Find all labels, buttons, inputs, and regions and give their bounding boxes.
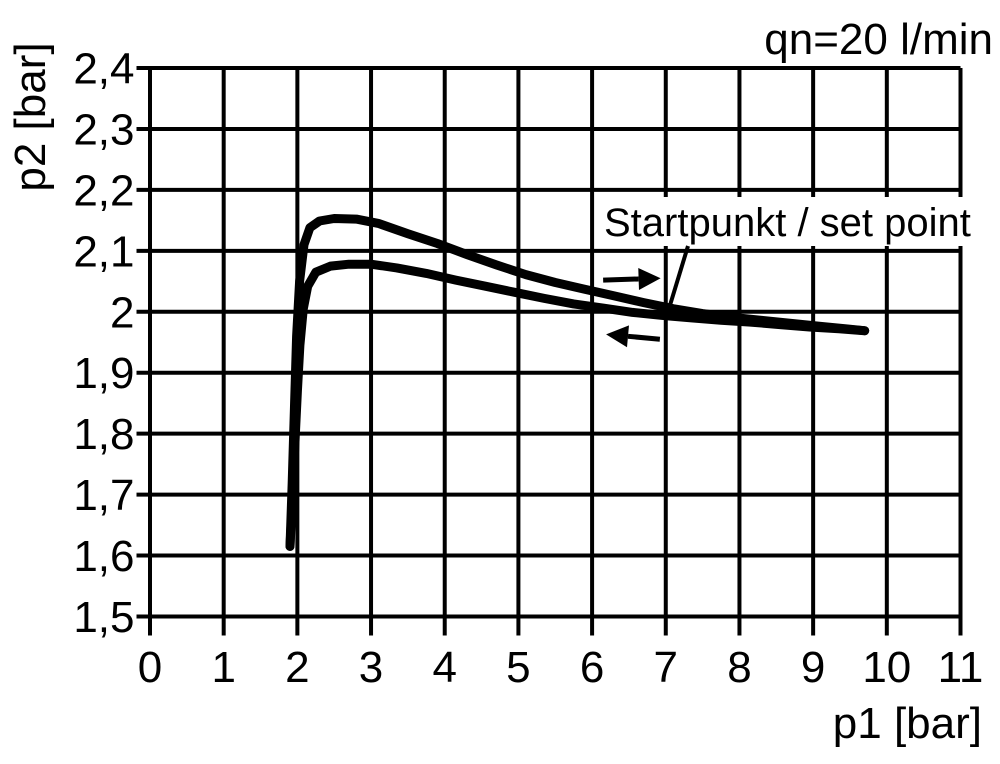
x-tick-label: 8 — [727, 643, 751, 692]
y-tick-label: 2,4 — [73, 45, 134, 94]
y-tick-label: 2,2 — [73, 166, 134, 215]
x-tick-label: 4 — [432, 643, 456, 692]
direction-arrows — [603, 267, 661, 348]
y-axis-label: p2 [bar] — [6, 42, 55, 191]
x-tick-label: 1 — [211, 643, 235, 692]
grid-lines — [136, 66, 963, 636]
annotation-background — [600, 197, 963, 246]
arrow-shaft-left — [627, 333, 661, 342]
x-tick-label: 11 — [938, 643, 984, 692]
arrowhead-right-icon — [638, 267, 661, 290]
x-tick-label: 3 — [359, 643, 383, 692]
chart-title: qn=20 l/min — [764, 15, 993, 64]
arrowhead-left-icon — [606, 325, 629, 348]
y-tick-label: 1,9 — [73, 349, 134, 398]
hysteresis-curves — [285, 214, 870, 551]
annotation-leader-line — [666, 245, 690, 313]
x-tick-label: 10 — [862, 643, 911, 692]
y-tick-label: 2,1 — [73, 227, 134, 276]
y-tick-label: 2 — [110, 288, 134, 337]
y-tick-label: 1,8 — [73, 410, 134, 459]
x-tick-label: 0 — [138, 643, 162, 692]
x-tick-label: 6 — [580, 643, 604, 692]
y-tick-label: 1,5 — [73, 593, 134, 642]
tick-labels: 2,42,32,22,121,91,81,71,61,50 1 2 3 4 5 6 7 8 9 10… — [73, 45, 983, 693]
curve-lower-branch — [285, 259, 870, 551]
y-tick-label: 1,6 — [73, 532, 134, 581]
x-tick-label: 5 — [506, 643, 530, 692]
x-tick-label: 2 — [285, 643, 309, 692]
arrow-shaft-right — [603, 276, 639, 283]
y-tick-label: 2,3 — [73, 105, 134, 154]
x-tick-label: 9 — [801, 643, 825, 692]
set-point-annotation: Startpunkt / set point — [604, 201, 971, 245]
y-tick-label: 1,7 — [73, 471, 134, 520]
x-tick-label: 7 — [654, 643, 678, 692]
x-axis-label: p1 [bar] — [833, 699, 982, 748]
